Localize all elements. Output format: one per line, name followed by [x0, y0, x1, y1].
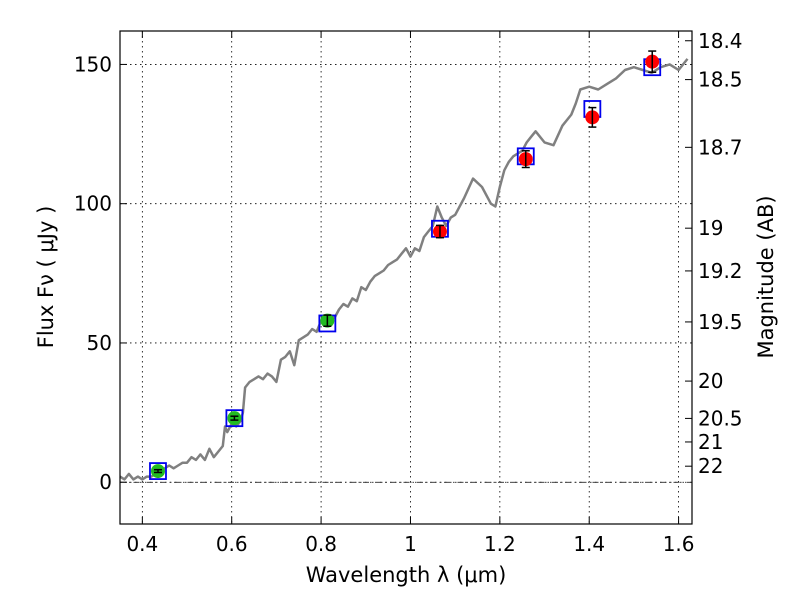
data-markers — [149, 50, 662, 480]
x-tick-label: 0.8 — [305, 532, 337, 556]
grid — [120, 31, 692, 524]
plot-frame — [119, 30, 693, 525]
tick-labels: 0.4 0.6 0.8 1 1.2 1.4 1.6 0 50 100 150 18.4 18.5 18.7… — [74, 29, 743, 556]
y2-tick-label: 20.5 — [698, 406, 743, 430]
y-tick-label: 50 — [87, 331, 112, 355]
y2-tick-label: 19 — [698, 216, 723, 240]
model-spectrum — [119, 58, 689, 481]
model-bands-square-marker — [225, 409, 244, 428]
x-tick-label: 1.6 — [663, 532, 695, 556]
y-tick-label: 0 — [99, 470, 112, 494]
axis-ticks — [120, 31, 692, 524]
y2-tick-label: 21 — [698, 430, 723, 454]
y2-axis-label: Magnitude (AB) — [754, 195, 778, 358]
y2-tick-label: 18.7 — [698, 135, 743, 159]
y-tick-label: 150 — [74, 52, 112, 76]
y2-tick-label: 18.4 — [698, 29, 743, 53]
x-axis-label: Wavelength λ (μm) — [306, 563, 507, 587]
model-bands-square-marker — [149, 462, 167, 480]
x-tick-label: 1.2 — [484, 532, 516, 556]
y2-tick-label: 22 — [698, 454, 723, 478]
x-tick-label: 1 — [404, 532, 417, 556]
x-tick-label: 0.4 — [126, 532, 158, 556]
y-axis-label: Flux Fν ( μJy ) — [34, 206, 58, 349]
y2-tick-label: 20 — [698, 369, 723, 393]
y2-tick-label: 18.5 — [698, 68, 743, 92]
y-tick-label: 100 — [74, 192, 112, 216]
x-tick-label: 1.4 — [573, 532, 605, 556]
y2-tick-label: 19.5 — [698, 310, 743, 334]
x-tick-label: 0.6 — [216, 532, 248, 556]
spectrum-line — [119, 58, 689, 481]
y2-tick-label: 19.2 — [698, 259, 743, 283]
